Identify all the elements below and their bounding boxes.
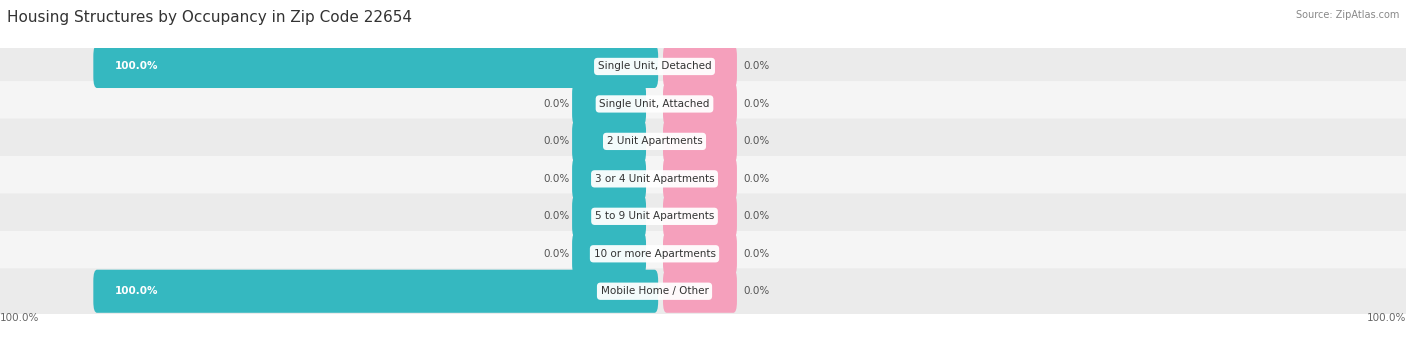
FancyBboxPatch shape <box>664 83 737 125</box>
Text: 0.0%: 0.0% <box>742 174 769 184</box>
FancyBboxPatch shape <box>664 195 737 238</box>
FancyBboxPatch shape <box>0 44 1406 89</box>
FancyBboxPatch shape <box>572 195 645 238</box>
FancyBboxPatch shape <box>664 120 737 163</box>
Text: 0.0%: 0.0% <box>544 249 569 259</box>
Text: 2 Unit Apartments: 2 Unit Apartments <box>606 136 703 146</box>
FancyBboxPatch shape <box>572 120 645 163</box>
Text: Single Unit, Detached: Single Unit, Detached <box>598 61 711 72</box>
Text: 0.0%: 0.0% <box>742 61 769 72</box>
FancyBboxPatch shape <box>0 268 1406 314</box>
Text: 100.0%: 100.0% <box>115 286 159 296</box>
Text: 100.0%: 100.0% <box>0 313 39 323</box>
Text: Single Unit, Attached: Single Unit, Attached <box>599 99 710 109</box>
Text: 10 or more Apartments: 10 or more Apartments <box>593 249 716 259</box>
FancyBboxPatch shape <box>0 119 1406 164</box>
FancyBboxPatch shape <box>93 270 658 313</box>
Text: 0.0%: 0.0% <box>544 99 569 109</box>
Text: 0.0%: 0.0% <box>742 249 769 259</box>
FancyBboxPatch shape <box>0 156 1406 202</box>
FancyBboxPatch shape <box>572 157 645 201</box>
Text: 0.0%: 0.0% <box>742 99 769 109</box>
Text: 0.0%: 0.0% <box>544 136 569 146</box>
FancyBboxPatch shape <box>664 157 737 201</box>
FancyBboxPatch shape <box>664 232 737 275</box>
Text: 100.0%: 100.0% <box>115 61 159 72</box>
Text: 5 to 9 Unit Apartments: 5 to 9 Unit Apartments <box>595 211 714 221</box>
FancyBboxPatch shape <box>572 232 645 275</box>
FancyBboxPatch shape <box>93 45 658 88</box>
FancyBboxPatch shape <box>0 193 1406 239</box>
Text: 3 or 4 Unit Apartments: 3 or 4 Unit Apartments <box>595 174 714 184</box>
FancyBboxPatch shape <box>664 270 737 313</box>
FancyBboxPatch shape <box>572 83 645 125</box>
Text: 0.0%: 0.0% <box>742 211 769 221</box>
Text: 100.0%: 100.0% <box>1367 313 1406 323</box>
FancyBboxPatch shape <box>664 45 737 88</box>
Text: Source: ZipAtlas.com: Source: ZipAtlas.com <box>1295 10 1399 20</box>
FancyBboxPatch shape <box>0 81 1406 127</box>
Text: 0.0%: 0.0% <box>544 174 569 184</box>
Text: 0.0%: 0.0% <box>544 211 569 221</box>
Text: 0.0%: 0.0% <box>742 286 769 296</box>
FancyBboxPatch shape <box>0 231 1406 277</box>
Text: Mobile Home / Other: Mobile Home / Other <box>600 286 709 296</box>
Text: Housing Structures by Occupancy in Zip Code 22654: Housing Structures by Occupancy in Zip C… <box>7 10 412 25</box>
Text: 0.0%: 0.0% <box>742 136 769 146</box>
